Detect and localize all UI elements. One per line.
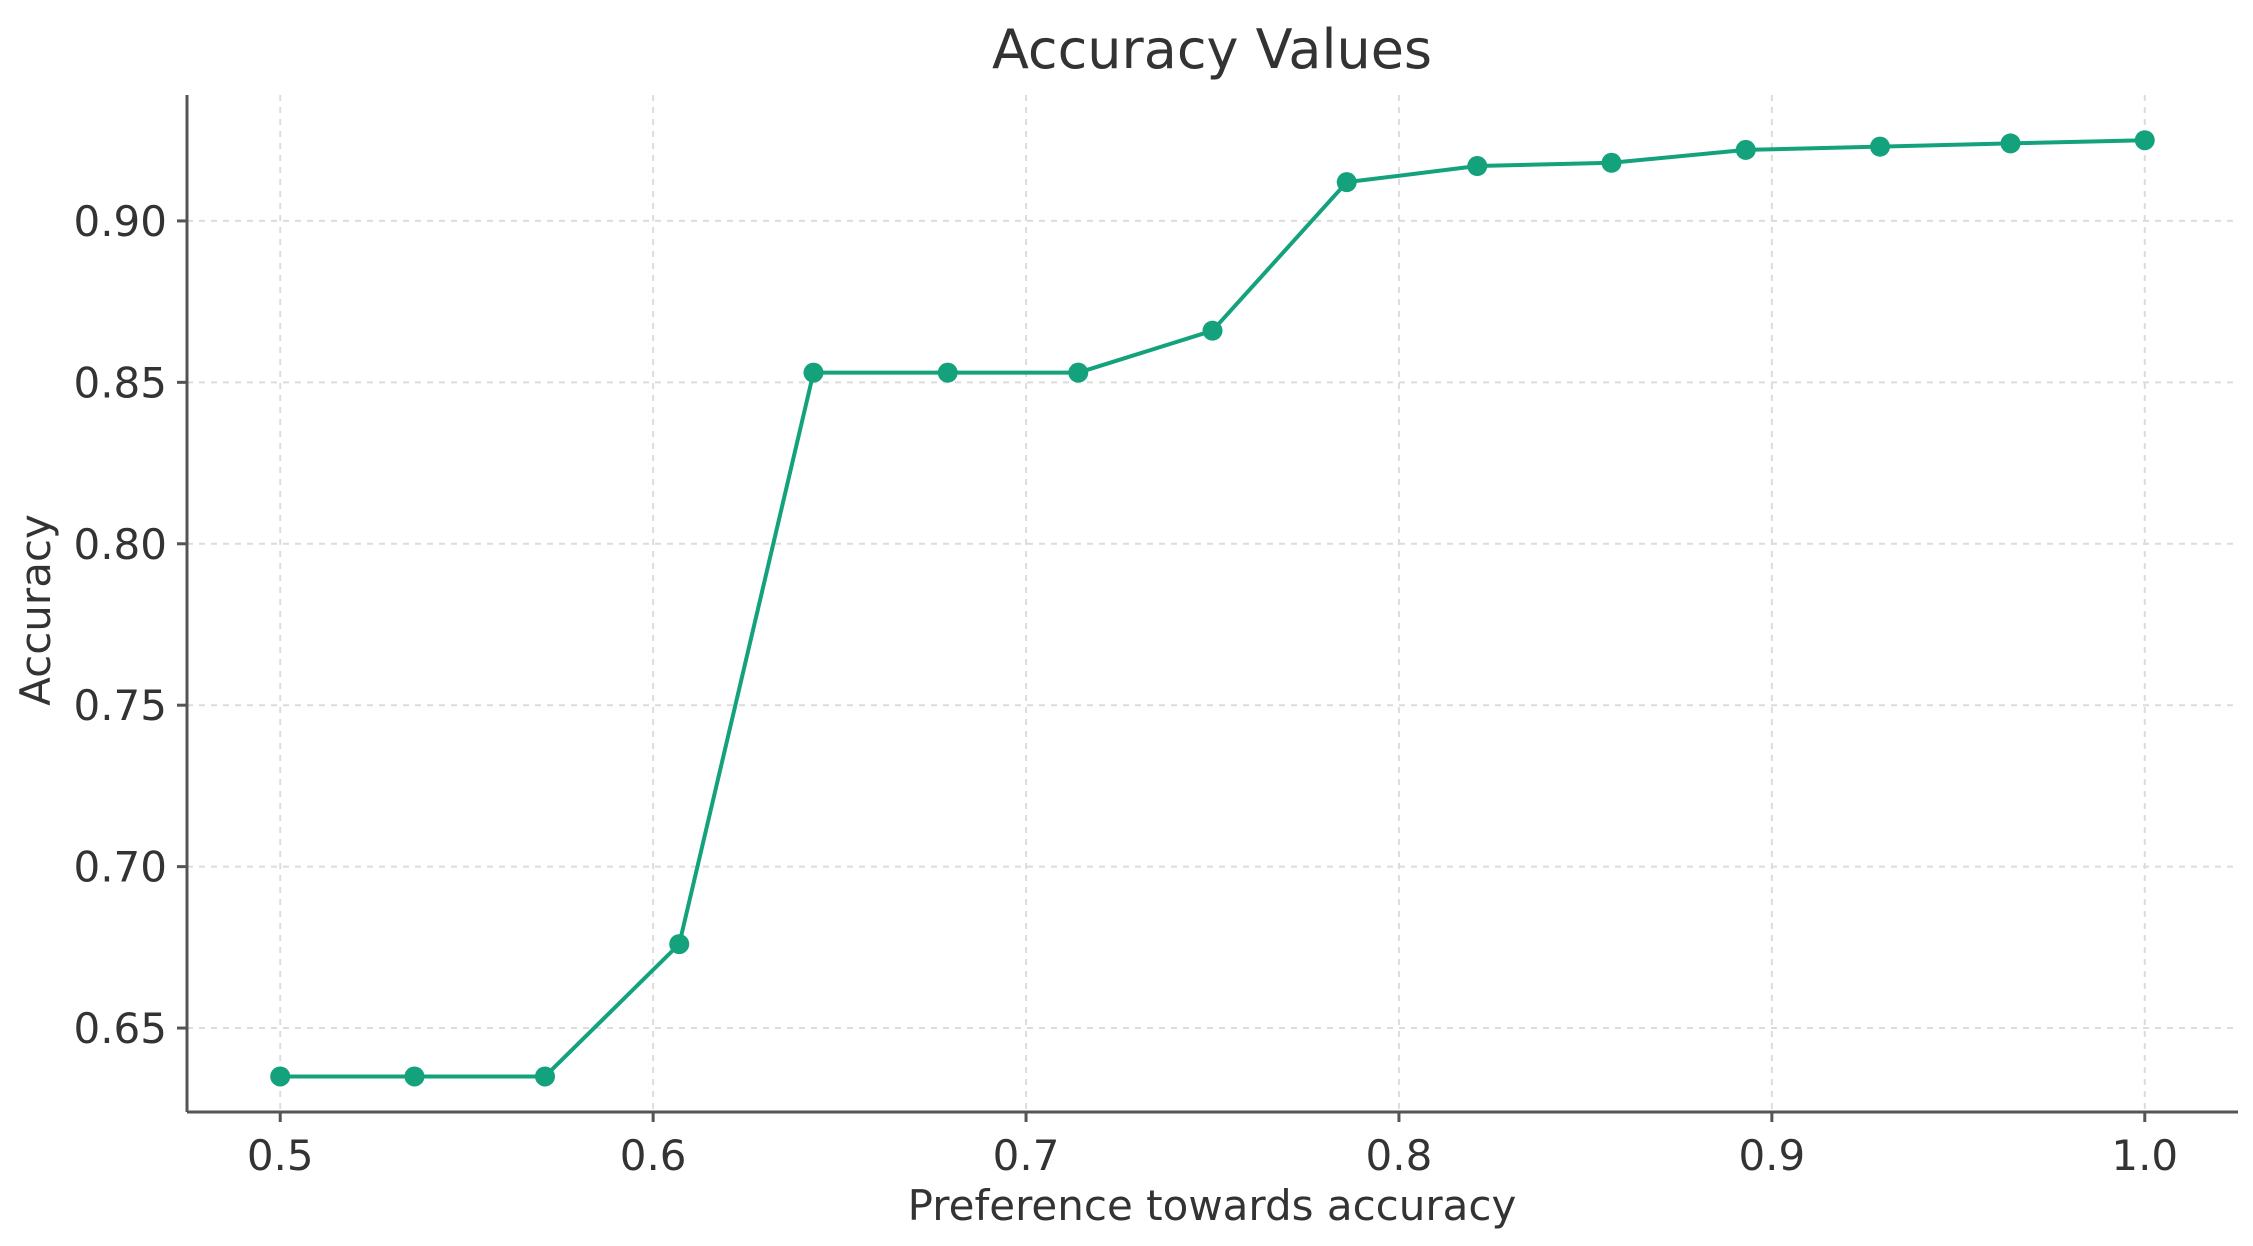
y-axis-label: Accuracy xyxy=(11,514,60,706)
data-point xyxy=(803,362,824,383)
data-point xyxy=(1336,172,1357,193)
data-point xyxy=(2000,133,2021,154)
data-point xyxy=(404,1066,425,1087)
chart-title: Accuracy Values xyxy=(992,18,1432,81)
data-point xyxy=(1870,136,1891,157)
axes-spines xyxy=(185,95,2238,1114)
x-tick-label: 0.6 xyxy=(620,1131,687,1180)
data-point xyxy=(2134,130,2155,151)
series-line xyxy=(278,138,2147,1079)
y-tick-label: 0.85 xyxy=(73,358,167,407)
y-tick-label: 0.75 xyxy=(73,681,167,730)
ticks: 0.5 0.6 0.7 0.8 0.9 1.0 0.65 0.70 0.75 0.80 0.85 0.… xyxy=(73,197,2178,1180)
y-tick-label: 0.70 xyxy=(73,843,167,892)
y-tick-label: 0.80 xyxy=(73,520,167,569)
data-point xyxy=(534,1066,555,1087)
data-point xyxy=(1601,152,1622,173)
y-tick-label: 0.90 xyxy=(73,197,167,246)
data-point xyxy=(1467,156,1488,177)
y-tick-label: 0.65 xyxy=(73,1004,167,1053)
x-tick-label: 1.0 xyxy=(2111,1131,2178,1180)
data-point xyxy=(270,1066,291,1087)
x-axis-label: Preference towards accuracy xyxy=(908,1181,1517,1230)
data-point xyxy=(1202,320,1223,341)
x-tick-label: 0.8 xyxy=(1366,1131,1433,1180)
data-point xyxy=(937,362,958,383)
data-point xyxy=(669,934,690,955)
data-point xyxy=(1735,139,1756,160)
series xyxy=(270,130,2155,1087)
x-tick-label: 0.9 xyxy=(1738,1131,1805,1180)
data-point xyxy=(1068,362,1089,383)
x-tick-label: 0.5 xyxy=(247,1131,314,1180)
x-tick-label: 0.7 xyxy=(993,1131,1060,1180)
grid xyxy=(187,95,2238,1112)
